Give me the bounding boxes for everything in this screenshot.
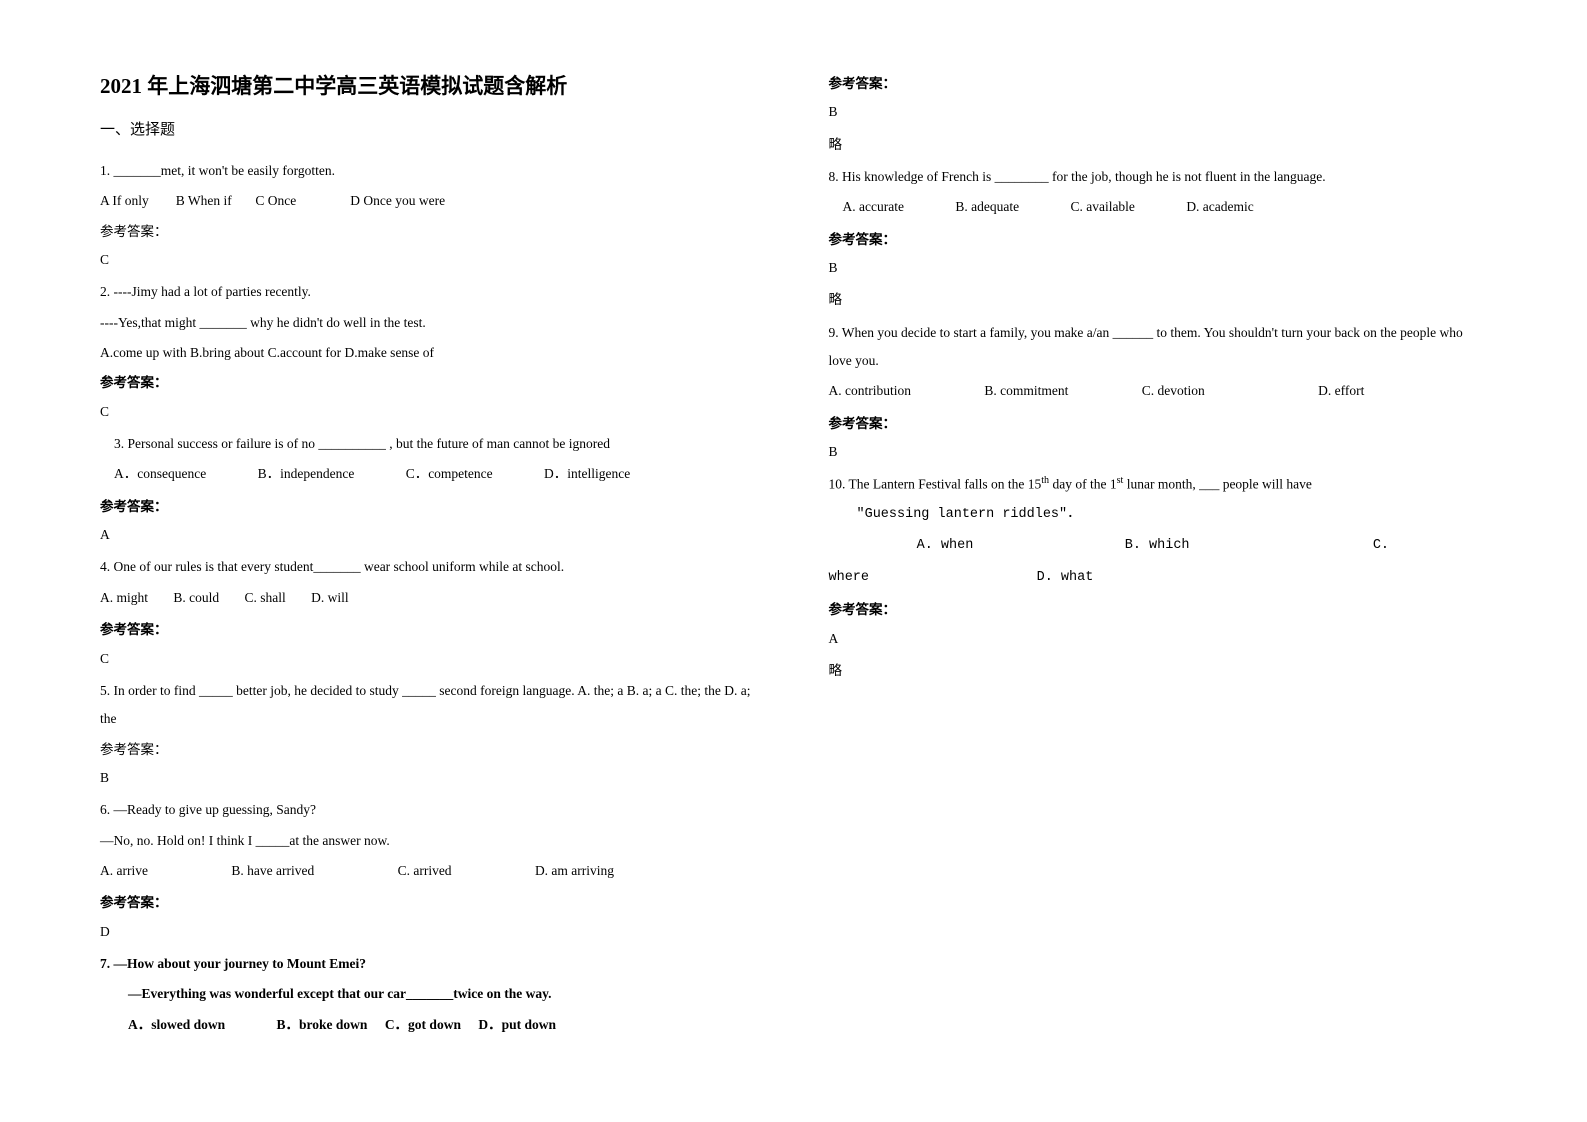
q10-line1: 10. The Lantern Festival falls on the 15… bbox=[829, 470, 1488, 499]
answer-label: 参考答案： bbox=[100, 616, 759, 644]
q2-answer: C bbox=[100, 398, 759, 426]
q6-options: A. arrive B. have arrived C. arrived D. … bbox=[100, 857, 759, 885]
q4-answer: C bbox=[100, 645, 759, 673]
q7-options: A．slowed down B．broke down C．got down D．… bbox=[100, 1011, 759, 1039]
q5-answer: B bbox=[100, 764, 759, 792]
q10-l1-pre: 10. The Lantern Festival falls on the 15 bbox=[829, 477, 1042, 492]
q1-options: A If only B When if C Once D Once you we… bbox=[100, 187, 759, 215]
answer-label: 参考答案： bbox=[829, 410, 1488, 438]
answer-label: 参考答案： bbox=[829, 70, 1488, 98]
q3-stem: 3. Personal success or failure is of no … bbox=[100, 430, 759, 458]
q4-opt-a: A. might bbox=[100, 584, 148, 612]
answer-label: 参考答案： bbox=[100, 736, 759, 764]
q10-note: 略 bbox=[829, 657, 1488, 685]
q8-opt-d: D. academic bbox=[1186, 193, 1253, 221]
q7-answer: B bbox=[829, 98, 1488, 126]
q10-sup1: th bbox=[1041, 475, 1049, 486]
answer-label: 参考答案： bbox=[100, 218, 759, 246]
q7-line1: 7. —How about your journey to Mount Emei… bbox=[100, 950, 759, 978]
q10-opt-a: A. when bbox=[917, 532, 1117, 560]
exam-page: 2021 年上海泗塘第二中学高三英语模拟试题含解析 一、选择题 1. _____… bbox=[100, 70, 1487, 1052]
q4-opt-d: D. will bbox=[311, 584, 349, 612]
answer-label: 参考答案： bbox=[100, 369, 759, 397]
q7-opt-b: B．broke down bbox=[277, 1011, 368, 1039]
q6-answer: D bbox=[100, 918, 759, 946]
q9-answer: B bbox=[829, 438, 1488, 466]
q3-opt-d: D．intelligence bbox=[544, 460, 630, 488]
q8-opt-c: C. available bbox=[1070, 193, 1134, 221]
q10-options-2: where D. what bbox=[829, 564, 1488, 592]
q7-opt-c: C．got down bbox=[385, 1011, 461, 1039]
q7-line2: —Everything was wonderful except that ou… bbox=[100, 980, 759, 1008]
q4-stem: 4. One of our rules is that every studen… bbox=[100, 553, 759, 581]
q10-opt-b: B. which bbox=[1125, 532, 1365, 560]
q2-line2: ----Yes,that might _______ why he didn't… bbox=[100, 309, 759, 337]
q8-options: A. accurate B. adequate C. available D. … bbox=[829, 193, 1488, 221]
answer-label: 参考答案： bbox=[100, 493, 759, 521]
q5-stem: 5. In order to find _____ better job, he… bbox=[100, 677, 759, 734]
q9-opt-d: D. effort bbox=[1318, 377, 1364, 405]
q3-opt-a: A．consequence bbox=[114, 460, 206, 488]
page-title: 2021 年上海泗塘第二中学高三英语模拟试题含解析 bbox=[100, 70, 759, 100]
answer-label: 参考答案： bbox=[829, 226, 1488, 254]
q2-options: A.come up with B.bring about C.account f… bbox=[100, 339, 759, 367]
q2-line1: 2. ----Jimy had a lot of parties recentl… bbox=[100, 278, 759, 306]
q6-opt-a: A. arrive bbox=[100, 857, 148, 885]
q3-opt-b: B．independence bbox=[258, 460, 355, 488]
q10-opt-c: C. bbox=[1373, 532, 1389, 560]
q10-options-1: A. when B. which C. bbox=[829, 532, 1488, 560]
q3-options: A．consequence B．independence C．competenc… bbox=[100, 460, 759, 488]
q3-answer: A bbox=[100, 521, 759, 549]
answer-label: 参考答案： bbox=[100, 889, 759, 917]
q10-opt-d: D. what bbox=[1037, 564, 1094, 592]
q10-l1-post: lunar month, ___ people will have bbox=[1123, 477, 1312, 492]
q8-answer: B bbox=[829, 254, 1488, 282]
section-heading: 一、选择题 bbox=[100, 118, 759, 139]
q10-l1-mid: day of the 1 bbox=[1049, 477, 1116, 492]
q10-answer: A bbox=[829, 625, 1488, 653]
q8-opt-a: A. accurate bbox=[843, 193, 904, 221]
q3-opt-c: C．competence bbox=[406, 460, 493, 488]
q7-opt-a: A．slowed down bbox=[128, 1011, 225, 1039]
q9-stem: 9. When you decide to start a family, yo… bbox=[829, 319, 1488, 376]
q6-line1: 6. —Ready to give up guessing, Sandy? bbox=[100, 796, 759, 824]
q10-opt-where: where bbox=[829, 564, 1029, 592]
q9-options: A. contribution B. commitment C. devotio… bbox=[829, 377, 1488, 405]
q10-line2: "Guessing lantern riddles"． bbox=[829, 501, 1488, 529]
q1-answer: C bbox=[100, 246, 759, 274]
q7-note: 略 bbox=[829, 131, 1488, 159]
answer-label: 参考答案： bbox=[829, 596, 1488, 624]
q8-stem: 8. His knowledge of French is ________ f… bbox=[829, 163, 1488, 191]
q9-opt-a: A. contribution bbox=[829, 377, 912, 405]
q8-opt-b: B. adequate bbox=[955, 193, 1019, 221]
q4-opt-b: B. could bbox=[173, 584, 219, 612]
q6-opt-b: B. have arrived bbox=[231, 857, 314, 885]
q6-line2: —No, no. Hold on! I think I _____at the … bbox=[100, 827, 759, 855]
q6-opt-d: D. am arriving bbox=[535, 857, 614, 885]
q8-note: 略 bbox=[829, 286, 1488, 314]
q4-opt-c: C. shall bbox=[245, 584, 286, 612]
q6-opt-c: C. arrived bbox=[398, 857, 452, 885]
q7-opt-d: D．put down bbox=[478, 1011, 556, 1039]
q4-options: A. might B. could C. shall D. will bbox=[100, 584, 759, 612]
q1-stem: 1. _______met, it won't be easily forgot… bbox=[100, 157, 759, 185]
q9-opt-b: B. commitment bbox=[984, 377, 1068, 405]
q9-opt-c: C. devotion bbox=[1142, 377, 1205, 405]
